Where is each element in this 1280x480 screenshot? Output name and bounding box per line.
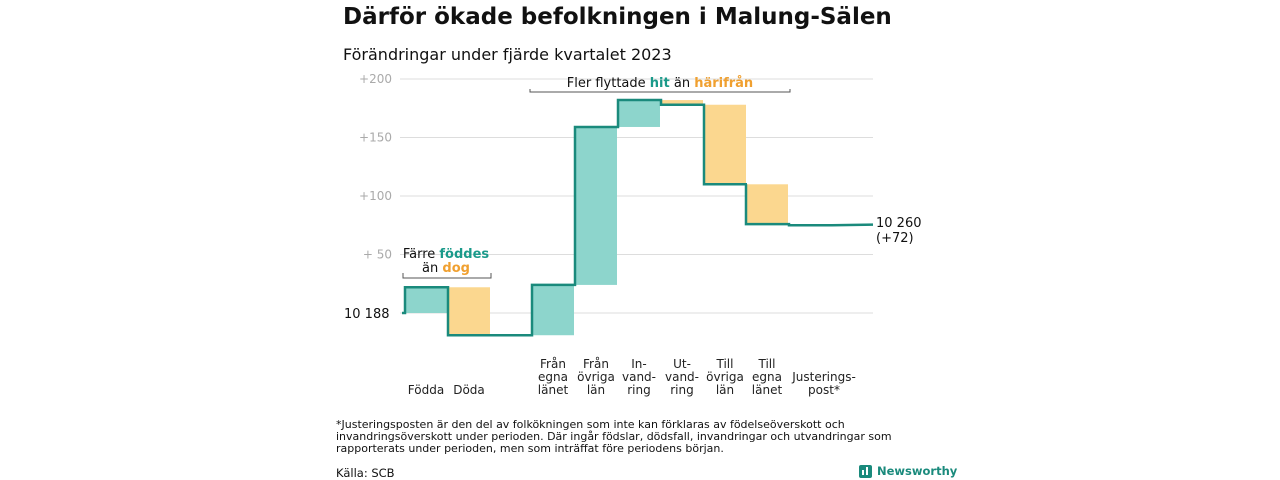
bar-invandring bbox=[618, 100, 660, 127]
x-category-label: övriga bbox=[577, 370, 615, 384]
chart-subtitle: Förändringar under fjärde kvartalet 2023 bbox=[343, 45, 672, 64]
bar-frånegnalänet bbox=[532, 284, 574, 336]
x-category-label: Till bbox=[758, 357, 776, 371]
x-category-label: egna bbox=[752, 370, 782, 384]
baseline-label: 10 188 bbox=[344, 307, 390, 322]
cumulative-line bbox=[402, 98, 874, 337]
y-tick-label: + 50 bbox=[363, 248, 392, 262]
x-category-label: Födda bbox=[408, 383, 444, 397]
x-category-label: post* bbox=[808, 383, 840, 397]
x-category-label: vand- bbox=[622, 370, 656, 384]
x-category-label: övriga bbox=[706, 370, 744, 384]
waterfall-chart: +200 +150 +100 + 50 10 188 10 260(+72) Födda Dö… bbox=[344, 72, 922, 397]
x-category-label: län bbox=[716, 383, 734, 397]
bar-chart-icon bbox=[859, 464, 872, 478]
births-annotation-line2: än dog bbox=[422, 261, 470, 276]
x-category-label: Döda bbox=[453, 383, 485, 397]
y-tick-label: +150 bbox=[359, 131, 392, 145]
brand-logo: Newsworthy bbox=[859, 464, 957, 478]
x-category-label: länet bbox=[538, 383, 569, 397]
births-bracket bbox=[402, 273, 492, 279]
x-category-label: ring bbox=[670, 383, 694, 397]
x-category-label: län bbox=[587, 383, 605, 397]
bar-döda bbox=[448, 287, 490, 336]
x-category-label: Till bbox=[716, 357, 734, 371]
y-tick-label: +200 bbox=[359, 72, 392, 86]
y-tick-label: +100 bbox=[359, 189, 392, 203]
x-category-label: Ut- bbox=[673, 357, 691, 371]
x-category-label: Justerings- bbox=[791, 370, 856, 384]
end-value-label: 10 260 bbox=[876, 216, 922, 231]
x-category-label: länet bbox=[752, 383, 783, 397]
x-category-label: ring bbox=[627, 383, 651, 397]
x-category-label: In- bbox=[631, 357, 646, 371]
annotation-highlight-out: härifrån bbox=[694, 76, 753, 91]
annotation-highlight-in: föddes bbox=[439, 247, 489, 262]
end-change-label: (+72) bbox=[876, 231, 914, 246]
births-annotation-line1: Färre föddes bbox=[403, 247, 490, 262]
annotation-highlight-out: dog bbox=[442, 261, 470, 276]
brand-name: Newsworthy bbox=[877, 464, 958, 478]
bar-utvandring bbox=[661, 100, 703, 105]
migration-annotation: Fler flyttade hit än härifrån bbox=[567, 76, 753, 91]
annotation-text: Färre bbox=[403, 247, 440, 262]
migration-bracket bbox=[529, 89, 791, 93]
source-note: Källa: SCB bbox=[336, 466, 395, 480]
bar-födda bbox=[405, 287, 447, 313]
x-category-label: Från bbox=[583, 357, 609, 371]
bar-tillegnalänet bbox=[746, 184, 788, 225]
annotation-text: än bbox=[670, 76, 694, 91]
bar-tillövrigalän bbox=[704, 104, 746, 185]
x-category-label: egna bbox=[538, 370, 568, 384]
x-category-label: Från bbox=[540, 357, 566, 371]
annotation-text: än bbox=[422, 261, 442, 276]
chart-title: Därför ökade befolkningen i Malung-Sälen bbox=[343, 4, 892, 30]
annotation-highlight-in: hit bbox=[650, 76, 670, 91]
annotation-text: Fler flyttade bbox=[567, 76, 650, 91]
x-category-label: vand- bbox=[665, 370, 699, 384]
footnote: *Justeringsposten är den del av folkökni… bbox=[336, 418, 892, 455]
bar-frånövrigalän bbox=[575, 126, 617, 285]
